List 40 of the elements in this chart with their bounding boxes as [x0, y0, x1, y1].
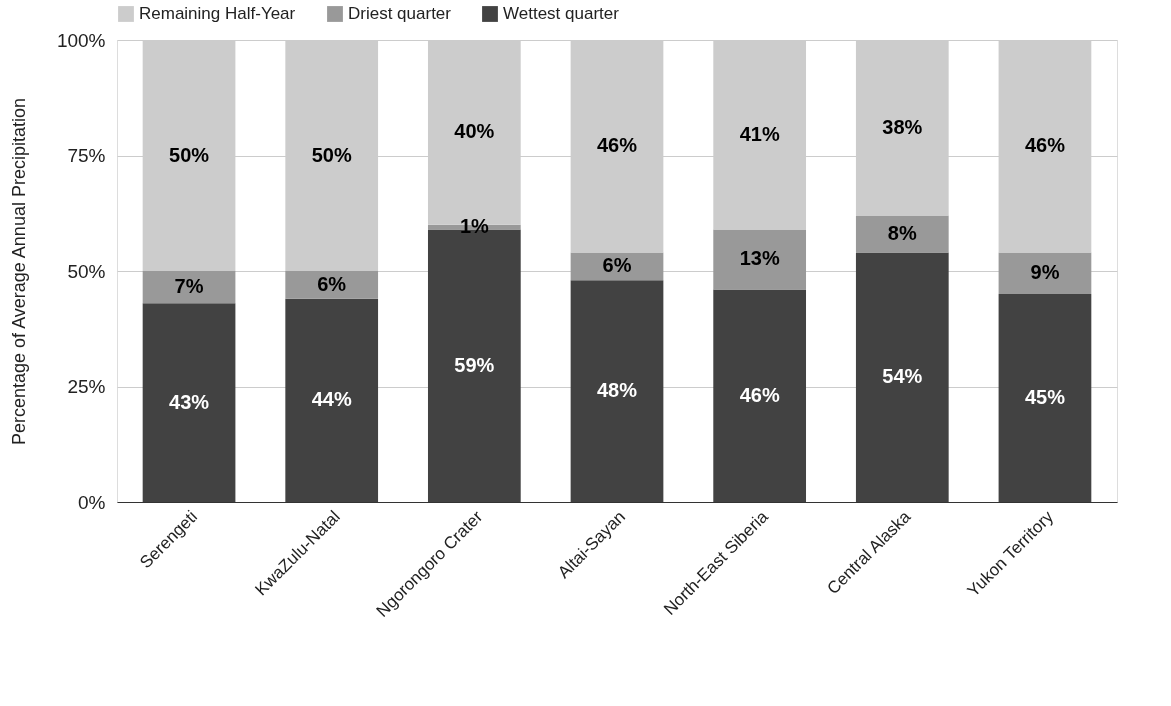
data-label: 59%: [454, 353, 495, 376]
data-label: 45%: [1024, 386, 1066, 409]
bar: [998, 294, 1092, 502]
legend-label: Driest quarter: [348, 4, 452, 23]
bar: [285, 271, 379, 299]
data-label: 50%: [169, 143, 210, 166]
y-tick-label: 100%: [56, 29, 106, 51]
bar: [142, 271, 236, 304]
legend-label: Wettest quarter: [503, 4, 620, 23]
y-tick-label: 0%: [78, 491, 106, 513]
bar: [570, 280, 664, 502]
data-label: 6%: [602, 254, 632, 277]
data-label: 50%: [311, 143, 352, 166]
data-label: 43%: [169, 390, 210, 413]
y-tick-label: 75%: [67, 145, 106, 166]
bar: [855, 252, 949, 502]
data-label: 8%: [887, 222, 917, 245]
y-tick-label: 50%: [67, 260, 106, 282]
data-label: 13%: [739, 247, 780, 270]
bar: [713, 229, 807, 290]
data-label: 40%: [454, 120, 495, 143]
data-label: 46%: [739, 383, 780, 406]
data-label: 41%: [739, 122, 780, 145]
data-label: 7%: [174, 275, 204, 298]
data-label: 46%: [1024, 134, 1066, 157]
data-label: 9%: [1030, 261, 1060, 284]
bar: [142, 303, 236, 502]
bar: [285, 298, 379, 502]
data-label: 54%: [882, 365, 923, 388]
bar: [855, 215, 949, 253]
data-label: 38%: [882, 115, 923, 138]
bar: [998, 252, 1092, 295]
data-label: 46%: [596, 134, 638, 157]
data-label: 44%: [311, 388, 352, 411]
y-tick-label: 25%: [67, 376, 106, 397]
legend-label: Remaining Half-Year: [139, 4, 296, 23]
data-label: 6%: [317, 272, 347, 295]
bar: [713, 289, 807, 502]
data-label: 48%: [596, 379, 638, 402]
y-axis-title: Percentage of Average Annual Precipitation: [8, 98, 29, 445]
